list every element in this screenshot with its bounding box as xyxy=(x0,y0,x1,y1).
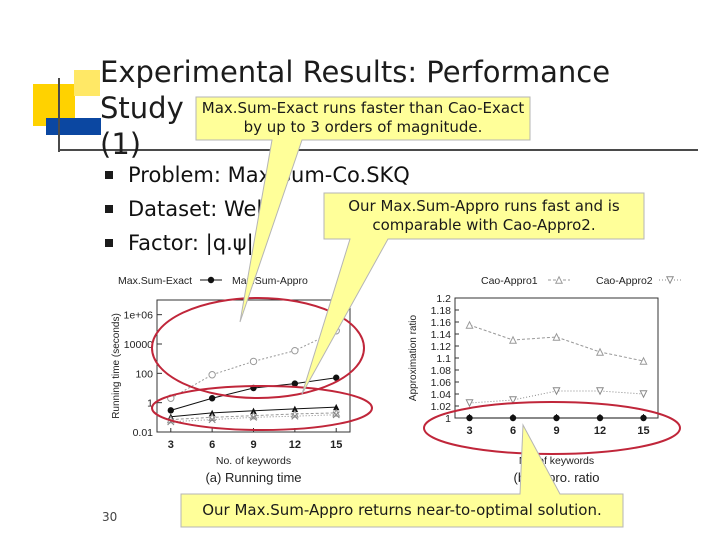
chart-b-data-point xyxy=(553,414,560,422)
bullet-marker-icon xyxy=(105,171,113,179)
chart-b-data-point xyxy=(639,356,648,365)
callout-exact-line-2: by up to 3 orders of magnitude. xyxy=(243,118,483,136)
chart-b-data-point xyxy=(595,387,605,396)
chart-a-y-tick-label: 100 xyxy=(135,368,153,380)
chart-b-data-point xyxy=(640,414,647,422)
callout-exact-text: Max.Sum-Exact runs faster than Cao-Exact… xyxy=(196,99,530,137)
chart-b-data-point xyxy=(466,414,473,422)
chart-a-series-line xyxy=(170,330,337,399)
highlight-ellipse-ratio xyxy=(423,401,681,455)
chart-b-y-tick-label: 1.2 xyxy=(436,293,451,305)
chart-a-data-point xyxy=(167,407,174,414)
callout-near-optimal-line: Our Max.Sum-Appro returns near-to-optima… xyxy=(202,501,602,519)
page-title: Experimental Results: Performance Study … xyxy=(100,54,700,162)
callout-appro-text: Our Max.Sum-Appro runs fast and is compa… xyxy=(324,197,644,235)
chart-b-y-axis-label: Approximation ratio xyxy=(408,314,419,401)
callout-balloon-appro xyxy=(301,192,645,395)
chart-b-data-point xyxy=(465,320,474,329)
chart-b-x-tick-label: 9 xyxy=(553,425,559,437)
chart-a-data-point xyxy=(208,416,216,424)
chart-a-caption: (a) Running time xyxy=(205,470,301,485)
chart-b-y-tick-label: 1.08 xyxy=(431,365,452,377)
chart-a-y-tick-label: 1 xyxy=(147,398,153,410)
callout-near-optimal-text: Our Max.Sum-Appro returns near-to-optima… xyxy=(181,501,623,520)
chart-a-x-tick-label: 15 xyxy=(330,439,342,451)
chart-a-data-point xyxy=(250,407,257,414)
chart-a-data-point xyxy=(291,405,299,413)
title-line-2: (1) xyxy=(100,127,142,161)
bullet-marker-icon xyxy=(105,205,113,213)
chart-b-y-tick-label: 1.06 xyxy=(431,377,452,389)
callout-balloon-near-optimal xyxy=(180,423,624,528)
highlight-ellipse-appro xyxy=(151,385,373,431)
chart-a-data-point xyxy=(332,411,340,419)
chart-a-x-tick-label: 3 xyxy=(168,439,174,451)
chart-a-x-tick-label: 9 xyxy=(250,439,256,451)
chart-a-data-point xyxy=(333,374,340,381)
chart-b-data-point xyxy=(639,390,648,399)
bullet-text: Factor: |q.ψ| xyxy=(128,231,254,255)
chart-b-legend-marker xyxy=(554,275,564,284)
chart-b-series-line xyxy=(469,324,644,362)
chart-a-data-point xyxy=(208,395,216,402)
callout-exact-line-1: Max.Sum-Exact runs faster than Cao-Exact xyxy=(201,99,525,117)
chart-b-y-tick-label: 1.1 xyxy=(436,353,451,365)
chart-b-x-tick-label: 12 xyxy=(594,425,606,437)
chart-a-y-tick-label: 0.01 xyxy=(133,427,154,439)
chart-a-series-line xyxy=(170,414,337,423)
bullet-marker-icon xyxy=(105,239,113,247)
chart-b-y-tick-label: 1.04 xyxy=(431,389,452,401)
chart-b-data-point xyxy=(509,414,517,422)
bullet-text: Dataset: Web xyxy=(128,197,270,221)
chart-b-x-tick-label: 6 xyxy=(510,425,516,437)
highlight-ellipse-exact xyxy=(151,297,365,399)
chart-b-data-point xyxy=(595,347,605,356)
chart-a-data-point xyxy=(208,371,216,379)
callout-balloon-exact xyxy=(195,96,531,323)
chart-b-data-point xyxy=(596,414,604,422)
chart-a-data-point xyxy=(208,409,216,417)
callout-appro-line-1: Our Max.Sum-Appro runs fast and is xyxy=(348,197,620,215)
chart-b-x-tick-label: 3 xyxy=(466,425,472,437)
chart-b-legend-label: Cao-Appro1 xyxy=(481,275,538,287)
chart-b-data-point xyxy=(552,387,561,396)
chart-a-x-tick-label: 6 xyxy=(209,439,215,451)
chart-a-data-point xyxy=(249,413,258,421)
chart-b-y-tick-label: 1.16 xyxy=(431,317,452,329)
chart-b-y-tick-label: 1.18 xyxy=(431,305,452,317)
chart-b-data-point xyxy=(508,335,518,344)
chart-b-legend-label: Cao-Appro2 xyxy=(596,275,653,287)
chart-a-x-tick-label: 12 xyxy=(289,439,301,451)
chart-b-data-point xyxy=(508,396,518,405)
chart-b-x-tick-label: 15 xyxy=(637,425,649,437)
chart-a-data-point xyxy=(291,380,299,387)
title-line-1: Experimental Results: Performance Study xyxy=(100,55,611,125)
deco-yellow-square-small xyxy=(74,70,100,96)
deco-vertical-line xyxy=(58,78,60,152)
slide-number: 30 xyxy=(102,510,118,524)
chart-b-data-point xyxy=(552,332,561,341)
chart-a-y-tick-label: 1e+06 xyxy=(124,310,154,322)
chart-b-y-tick-label: 1.14 xyxy=(431,329,452,341)
chart-a-y-axis-label: Running time (seconds) xyxy=(111,313,122,419)
chart-a-data-point xyxy=(333,403,340,411)
chart-a-data-point xyxy=(249,357,258,366)
chart-b-y-tick-label: 1 xyxy=(445,413,451,425)
chart-a-y-tick-label: 10000 xyxy=(124,339,153,351)
title-underline xyxy=(58,149,698,151)
chart-a-data-point xyxy=(291,412,299,420)
callout-appro-line-2: comparable with Cao-Appro2. xyxy=(372,216,596,234)
chart-b-y-tick-label: 1.02 xyxy=(431,401,452,413)
chart-b-data-point xyxy=(465,399,474,408)
chart-a-data-point xyxy=(291,346,299,355)
chart-b-legend-marker xyxy=(665,276,675,285)
chart-b-y-tick-label: 1.12 xyxy=(431,341,452,353)
chart-a-x-axis-label: No. of keywords xyxy=(216,455,291,467)
chart-a-legend-marker xyxy=(207,276,215,284)
chart-a-legend-label: Max.Sum-Exact xyxy=(118,275,192,287)
